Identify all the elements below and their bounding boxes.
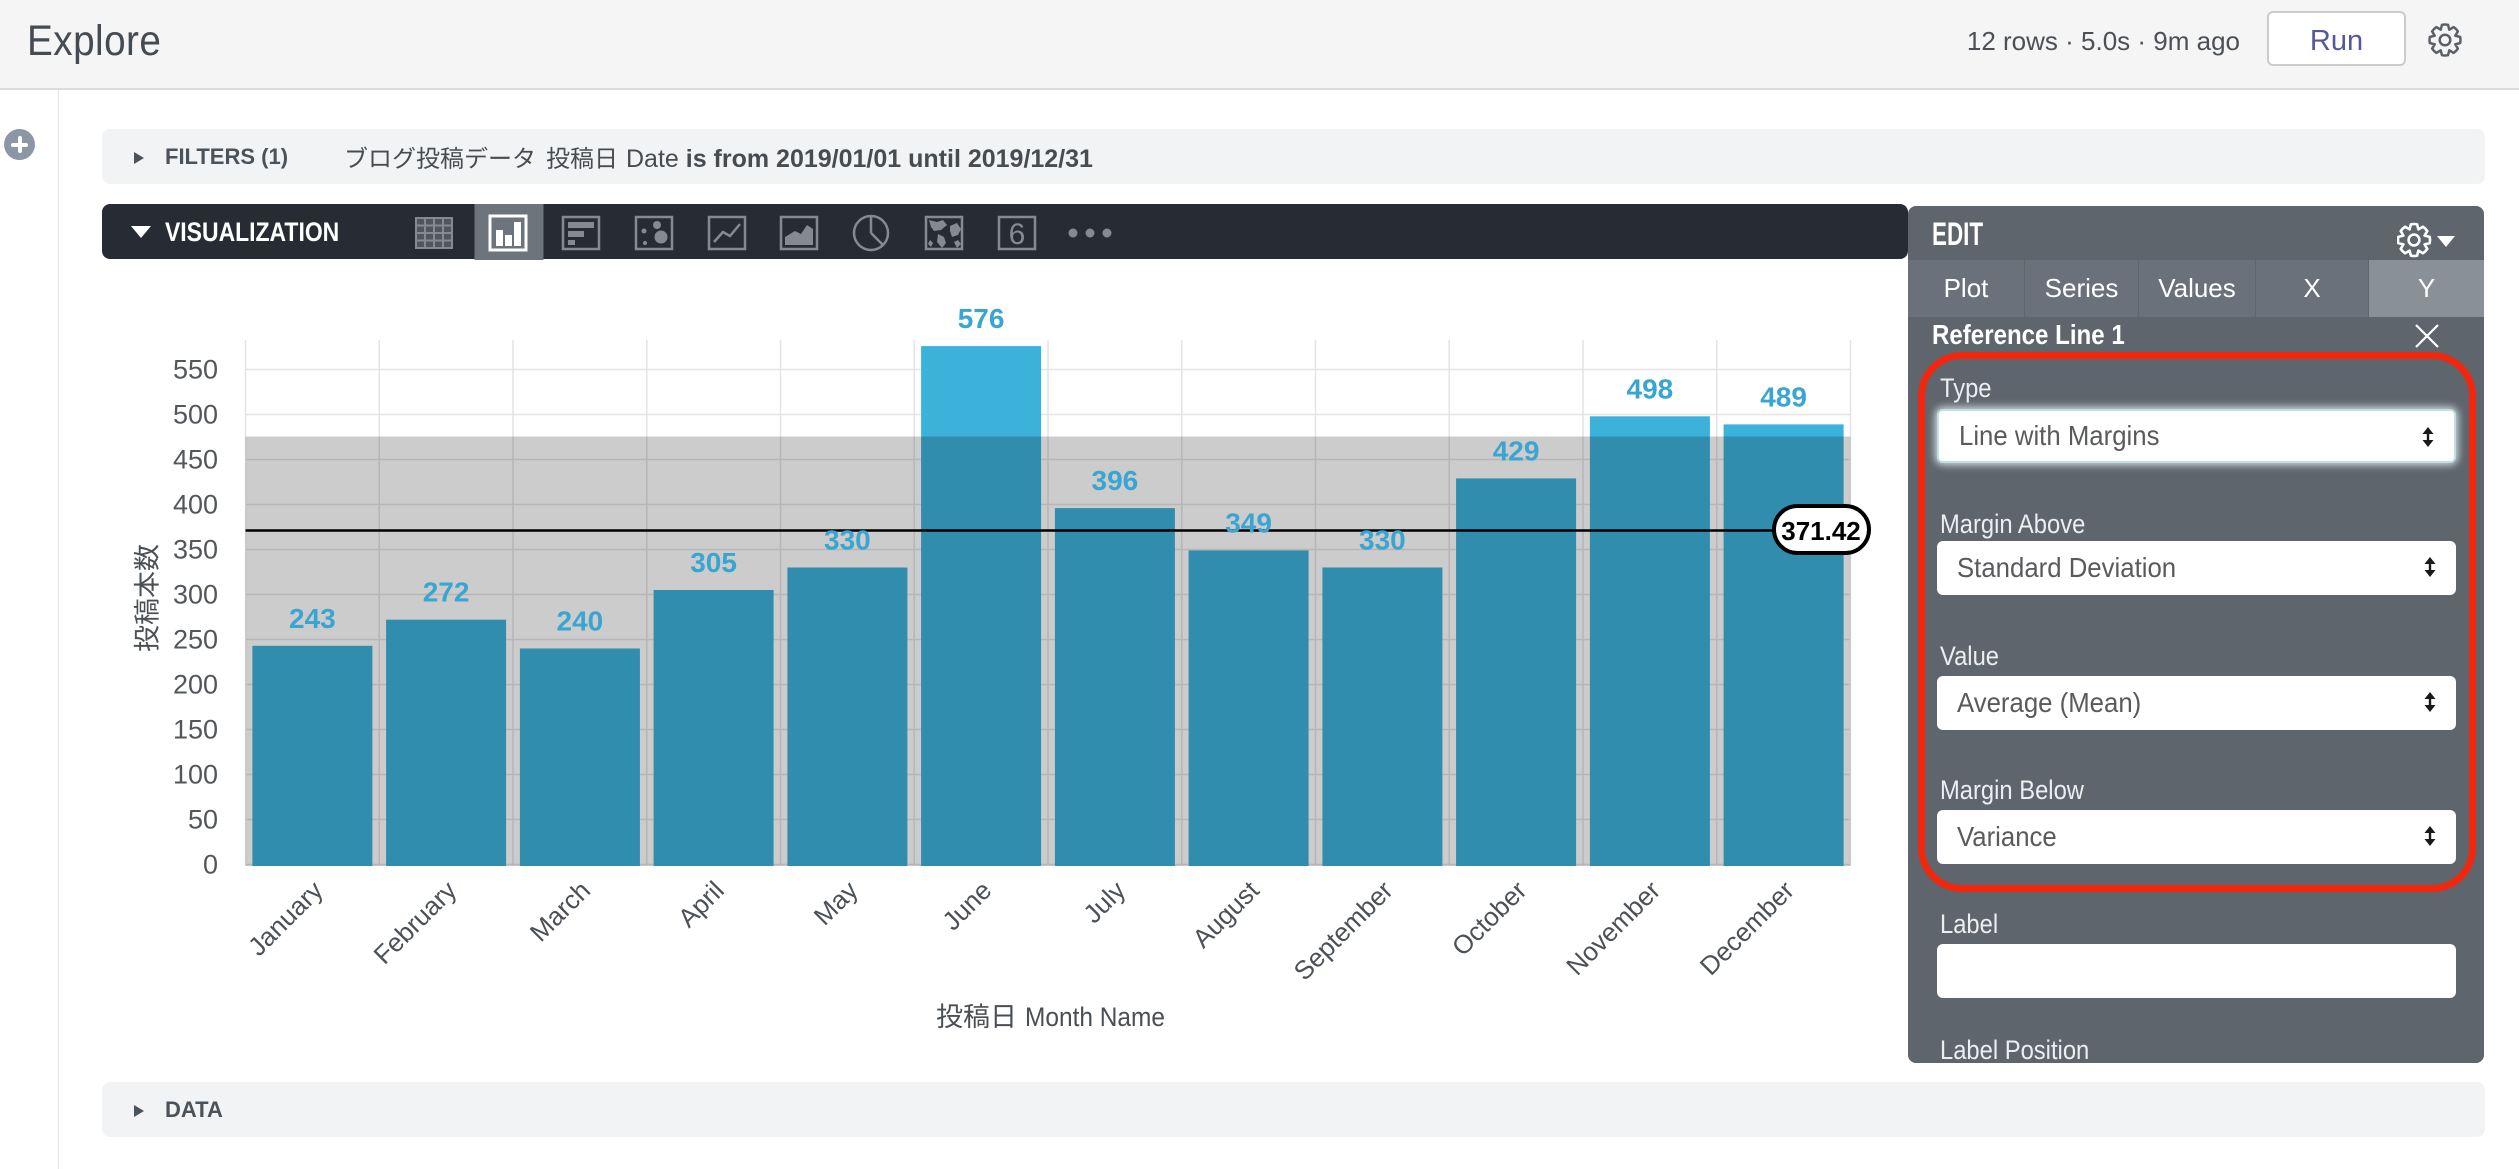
svg-text:250: 250 [173,625,218,655]
svg-text:January: January [242,875,329,962]
svg-text:576: 576 [958,303,1005,334]
svg-text:June: June [936,875,997,936]
svg-text:August: August [1186,874,1265,953]
svg-text:0: 0 [203,850,218,880]
svg-text:429: 429 [1493,435,1540,466]
svg-text:243: 243 [289,603,336,634]
svg-text:498: 498 [1627,373,1674,404]
svg-text:500: 500 [173,400,218,430]
svg-text:February: February [368,875,463,970]
svg-text:100: 100 [173,760,218,790]
svg-text:December: December [1694,875,1800,981]
svg-text:396: 396 [1092,465,1139,496]
svg-text:50: 50 [188,805,218,835]
svg-text:September: September [1287,875,1398,986]
svg-text:150: 150 [173,715,218,745]
svg-text:371.42: 371.42 [1781,516,1861,546]
svg-text:400: 400 [173,490,218,520]
svg-text:550: 550 [173,355,218,385]
svg-text:Date is from 2019/01/01 until: Date is from 2019/01/01 until 2019/12/31 [626,145,1093,173]
svg-text:489: 489 [1760,381,1807,412]
svg-text:300: 300 [173,580,218,610]
svg-text:March: March [524,875,596,947]
svg-text:272: 272 [423,577,470,608]
svg-text:240: 240 [557,606,604,637]
svg-text:July: July [1077,875,1131,929]
svg-text:330: 330 [1359,525,1406,556]
svg-text:200: 200 [173,670,218,700]
svg-text:6: 6 [1009,218,1026,251]
svg-text:May: May [808,875,864,931]
svg-text:350: 350 [173,535,218,565]
svg-text:450: 450 [173,445,218,475]
svg-text:October: October [1446,875,1533,962]
svg-text:April: April [672,875,730,933]
svg-text:305: 305 [690,547,737,578]
svg-text:349: 349 [1225,507,1272,538]
svg-text:Month Name: Month Name [1025,1002,1165,1032]
svg-text:November: November [1560,875,1666,981]
svg-text:330: 330 [824,525,871,556]
